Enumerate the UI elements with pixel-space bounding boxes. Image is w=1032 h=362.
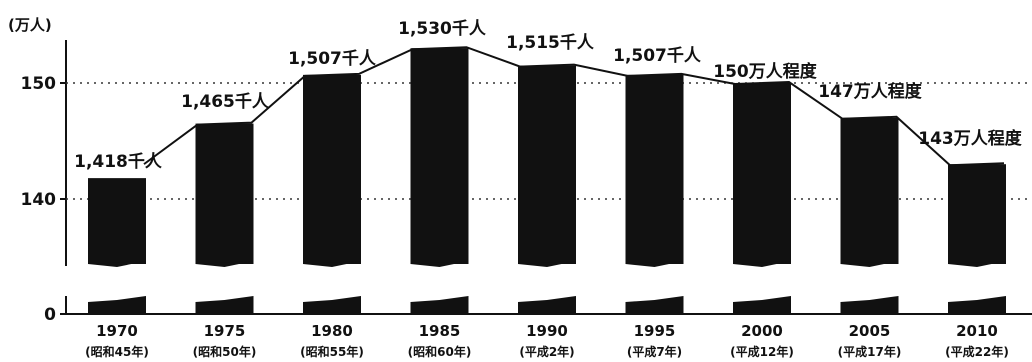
- value-label: 147万人程度: [818, 81, 922, 102]
- x-tick-era: (平成12年): [730, 344, 794, 359]
- bar-stub: [518, 296, 576, 314]
- bar-break-edge: [195, 261, 254, 267]
- x-tick-era: (昭和45年): [85, 344, 149, 359]
- x-tick-era: (平成7年): [627, 344, 682, 359]
- x-tick-year: 2000: [741, 322, 783, 340]
- bar-stub: [625, 296, 684, 314]
- value-label: 1,465千人: [181, 92, 270, 112]
- x-tick-era: (平成22年): [945, 344, 1009, 359]
- bar-stub: [840, 296, 899, 314]
- y-tick-label: 150: [21, 74, 57, 94]
- bar: [303, 74, 361, 264]
- x-tick-era: (昭和55年): [300, 344, 364, 359]
- x-tick-year: 1995: [634, 322, 676, 340]
- bar-stub: [733, 296, 791, 314]
- value-label: 1,507千人: [613, 46, 702, 66]
- x-tick-year: 1990: [526, 322, 568, 340]
- x-tick-era: (平成17年): [838, 344, 902, 359]
- bar: [88, 178, 146, 264]
- value-labels: 1,418千人 1,465千人 1,507千人 1,530千人 1,515千人 1,507…: [74, 19, 1023, 172]
- x-tick-year: 1970: [96, 322, 138, 340]
- bar: [410, 48, 469, 265]
- bar-stub: [195, 296, 254, 314]
- x-tick-year: 1985: [419, 322, 461, 340]
- bar-break-edge: [88, 261, 146, 267]
- x-tick-era: (昭和60年): [408, 344, 472, 359]
- y-axis-unit-label: (万人): [8, 16, 52, 34]
- bar-stub: [88, 296, 146, 314]
- y-tick-label: 140: [21, 190, 57, 210]
- trend-line: [143, 46, 1005, 167]
- bar-break-edge: [840, 261, 899, 267]
- x-tick-labels: 1970 (昭和45年) 1975 (昭和50年) 1980 (昭和55年) 1985 (昭和…: [85, 322, 1009, 359]
- value-label: 143万人程度: [918, 128, 1022, 149]
- x-tick-year: 1980: [311, 322, 353, 340]
- bar-break-edge: [733, 261, 791, 267]
- x-tick-year: 2010: [956, 322, 998, 340]
- bar: [948, 164, 1006, 264]
- bar-break-edge: [948, 261, 1006, 267]
- bar-break-edge: [625, 261, 684, 267]
- trend-path: [143, 46, 1005, 167]
- y-tick-label: 0: [44, 305, 56, 325]
- value-label: 1,515千人: [506, 33, 595, 53]
- value-label: 1,418千人: [74, 152, 163, 172]
- value-label: 1,507千人: [288, 49, 377, 69]
- bar: [625, 74, 684, 264]
- bar: [518, 65, 576, 264]
- bar-stub: [303, 296, 361, 314]
- bars: [88, 48, 1006, 314]
- x-tick-era: (平成2年): [519, 344, 574, 359]
- x-tick-year: 2005: [849, 322, 891, 340]
- bar: [733, 83, 791, 264]
- bar-break-edge: [518, 261, 576, 267]
- bar-stub: [410, 296, 469, 314]
- bar: [195, 123, 254, 264]
- x-tick-year: 1975: [204, 322, 246, 340]
- value-label: 1,530千人: [398, 19, 487, 39]
- bar-break-edge: [303, 261, 361, 267]
- bar-break-edge: [410, 261, 469, 267]
- bar: [840, 117, 899, 264]
- value-label: 150万人程度: [713, 61, 817, 82]
- y-tick-labels: 0 140 150: [21, 74, 57, 325]
- bar-stub: [948, 296, 1006, 314]
- x-tick-era: (昭和50年): [193, 344, 257, 359]
